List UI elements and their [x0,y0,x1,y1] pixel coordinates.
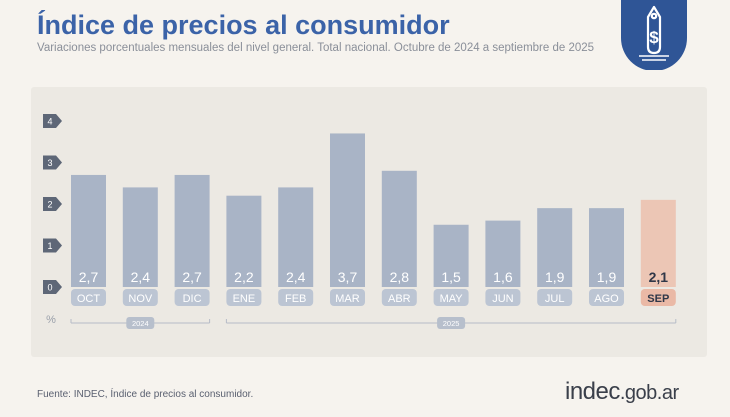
bar [537,208,573,287]
category-label-box [330,289,365,306]
bar-value-label: 1,9 [545,269,565,285]
bar-value-label: 1,6 [493,269,513,285]
y-unit-label: % [46,314,56,326]
category-label: ABR [388,293,411,305]
year-label: 2024 [132,319,149,328]
category-label-box [433,289,469,306]
y-tick-marker [43,114,62,128]
y-tick-marker [43,238,62,253]
category-label: MAY [440,293,464,305]
bar [226,195,262,287]
category-label: SEP [647,293,669,305]
category-label-box [537,289,573,306]
bar [330,133,365,287]
bar [122,187,158,287]
y-tick-label: 0 [47,283,52,293]
bar [381,170,417,287]
category-label: ENE [233,293,256,305]
category-label: JUL [545,293,565,305]
category-label: OCT [77,293,101,305]
year-label-box [126,317,155,329]
category-label-box [381,289,417,306]
category-label: MAR [335,293,360,305]
category-label-box [122,289,158,306]
bar [174,174,210,287]
year-label-box [437,317,466,329]
bar [433,224,469,287]
bar-value-label: 1,9 [597,269,617,285]
category-label: NOV [128,293,153,305]
indec-logo: indec.gob.ar [565,378,679,406]
category-label: FEB [285,293,306,305]
category-label-box [71,289,106,306]
bar-value-label: 2,1 [649,269,669,285]
bar-value-label: 2,4 [286,269,306,285]
page-title: Índice de precios al consumidor [37,10,450,40]
category-label-box [226,289,262,306]
y-tick-label: 1 [47,241,52,251]
category-label: DIC [183,293,202,305]
bar [278,187,314,287]
logo-domain: .gob.ar [619,382,679,404]
chart-panel: 0 1 2 3 4% 2,7 OCT 2,4 NOV 2,7 DIC 2,2 ENE 2,4 FEB 3,7 M… [31,87,707,357]
bar [640,199,676,287]
category-label-box [485,289,521,306]
year-label: 2025 [443,319,460,328]
bar-value-label: 2,2 [234,269,254,285]
bar-value-label: 3,7 [338,269,358,285]
badge-dollar-symbol: $ [649,28,659,47]
bar-value-label: 2,4 [131,269,151,285]
bar [71,174,106,287]
category-label: JUN [492,293,513,305]
source-note: Fuente: INDEC, Índice de precios al cons… [37,389,254,400]
bar [485,220,521,287]
category-label-box [640,289,676,306]
bar [589,208,624,287]
bar-value-label: 1,5 [441,269,461,285]
category-label: AGO [594,293,619,305]
y-tick-marker [43,155,62,170]
page-subtitle: Variaciones porcentuales mensuales del n… [37,42,595,54]
bar-value-label: 2,7 [79,269,99,285]
y-tick-label: 3 [47,158,52,168]
y-tick-label: 2 [47,200,52,210]
category-label-box [278,289,314,306]
monthly-cpi-bar-chart: 0 1 2 3 4% 2,7 OCT 2,4 NOV 2,7 DIC 2,2 ENE 2,4 FEB 3,7 M… [43,114,677,329]
bar-value-label: 2,8 [390,269,410,285]
logo-main: indec [565,378,620,405]
y-tick-marker [43,197,62,211]
bar-value-label: 2,7 [182,269,202,285]
y-tick-marker [43,280,62,294]
category-label-box [174,289,210,306]
price-tag-dollar-icon: $ [621,0,687,70]
y-tick-label: 4 [47,117,52,127]
category-label-box [589,289,624,306]
